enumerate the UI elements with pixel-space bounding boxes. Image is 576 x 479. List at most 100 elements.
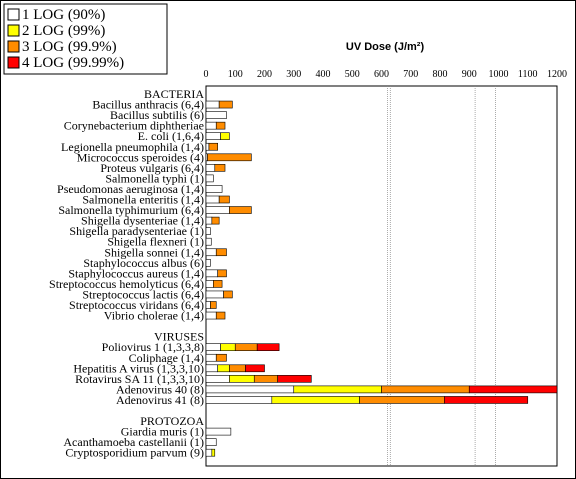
row-label: Acanthamoeba castellanii (1) — [63, 435, 204, 449]
bar-segment — [215, 121, 226, 130]
row-label: Shigella sonnei (1,4) — [104, 245, 204, 259]
row-label: Shigella dysenteriae (1,4) — [81, 214, 204, 228]
bar-segment — [245, 364, 265, 373]
bar-segment — [205, 142, 210, 151]
x-axis-title: UV Dose (J/m²) — [346, 41, 425, 53]
bar-segment — [205, 258, 211, 267]
x-tick-label: 1200 — [547, 69, 567, 80]
bar-segment — [205, 301, 211, 309]
bar-segment — [205, 427, 232, 436]
row-label: Adenovirus 41 (8) — [116, 393, 204, 407]
row-label: Shigella flexneri (1) — [107, 235, 204, 249]
group-header: BACTERIA — [144, 87, 204, 101]
x-tick-label: 900 — [462, 69, 477, 80]
bar-segment — [205, 164, 216, 172]
bar-segment — [229, 206, 252, 214]
bar-segment — [211, 448, 216, 457]
x-tick-label: 700 — [403, 69, 418, 80]
bar-segment — [205, 237, 212, 246]
row-label: Vibrio cholerae (1,4) — [104, 309, 204, 323]
x-tick-label: 0 — [204, 69, 209, 80]
bar-segment — [218, 195, 230, 204]
x-axis-ticks: 0 100 200 300 400 500 600 700 800 900 1000 1100 1200 — [204, 69, 568, 80]
bar-segment — [205, 111, 227, 119]
bar-segment — [234, 343, 258, 352]
legend-label: 4 LOG (99.99%) — [22, 55, 124, 71]
bar-segment — [205, 375, 230, 383]
bar-segment — [215, 353, 227, 362]
bar-segment — [277, 375, 312, 383]
x-tick-label: 400 — [316, 69, 331, 80]
bar-segment — [205, 185, 223, 193]
bar-segment — [217, 269, 227, 278]
bar-segment — [207, 153, 252, 162]
row-label: Hepatitis A virus (1,3,3,10) — [73, 361, 204, 375]
row-label: Staphylococcus albus (6) — [83, 256, 204, 270]
row-label: Legionella pneumophila (1,4) — [61, 140, 204, 154]
bar-segment — [293, 385, 382, 394]
legend-box — [3, 3, 168, 75]
row-label: Salmonella enteritis (1,4) — [82, 193, 204, 207]
bar-segment — [220, 343, 236, 352]
bar-segment — [213, 280, 223, 288]
row-label: Streptococcus viridans (6,4) — [69, 298, 204, 312]
legend: 1 LOG (90%)2 LOG (99%)3 LOG (99.9%)4 LOG… — [3, 3, 168, 75]
row-label: Bacillus anthracis (6,4) — [92, 98, 204, 112]
bar-segment — [223, 290, 233, 299]
bar-segment — [444, 396, 529, 404]
bar-segment — [253, 375, 278, 383]
row-label: Staphylococcus aureus (1,4) — [68, 266, 204, 280]
row-label: Salmonella typhi (1) — [105, 171, 204, 185]
row-label: Streptococcus hemolyticus (6,4) — [49, 277, 204, 291]
x-tick-label: 200 — [257, 69, 272, 80]
row-label: E. coli (1,6,4) — [138, 129, 204, 143]
legend-label: 1 LOG (90%) — [22, 7, 105, 23]
bar-segment — [205, 311, 217, 320]
row-label: Poliovirus 1 (1,3,3,8) — [102, 340, 204, 354]
bar-segment — [215, 311, 226, 320]
row-label: Micrococcus speroides (4) — [77, 150, 204, 164]
row-label: Salmonella typhimurium (6,4) — [58, 203, 204, 217]
x-tick-label: 1100 — [518, 69, 538, 80]
bar-segment — [205, 174, 214, 183]
legend-label: 3 LOG (99.9%) — [22, 39, 117, 55]
bar-segment — [205, 448, 213, 457]
bar-segment — [381, 385, 470, 394]
bar-segment — [205, 269, 218, 278]
bar-segment — [211, 216, 220, 225]
row-label: Pseudomonas aeruginosa (1,4) — [57, 182, 204, 196]
row-label: Adenovirus 40 (8) — [116, 382, 204, 396]
bar-segment — [214, 164, 226, 172]
group-header: VIRUSES — [154, 330, 204, 344]
legend-swatch — [7, 8, 20, 21]
legend-swatch — [7, 24, 20, 37]
bar-segment — [205, 385, 295, 394]
row-label: Cryptosporidium parvum (9) — [65, 446, 204, 460]
legend-swatch — [7, 40, 20, 53]
bar-segment — [215, 248, 227, 257]
x-tick-label: 500 — [345, 69, 360, 80]
row-label: Rotavirus SA 11 (1,3,3,10) — [75, 372, 204, 386]
row-label: Bacillus subtilis (6) — [110, 108, 204, 122]
bar-segment — [468, 385, 558, 394]
bar-segment — [205, 438, 217, 446]
legend-swatch — [7, 56, 20, 69]
x-tick-label: 800 — [433, 69, 448, 80]
x-tick-label: 600 — [374, 69, 389, 80]
row-label: Streptococcus lactis (6,4) — [82, 287, 204, 301]
bar-segment — [208, 142, 219, 151]
bar-segment — [205, 216, 213, 225]
bar-segment — [217, 364, 230, 373]
bar-segment — [220, 132, 230, 140]
row-label: Corynebacterium diphtheriae — [64, 119, 204, 133]
bar-segment — [205, 396, 273, 404]
bar-segment — [205, 248, 217, 257]
bar-segment — [271, 396, 360, 404]
bar-segment — [205, 195, 220, 204]
bar-segment — [229, 375, 255, 383]
bar-segment — [205, 290, 224, 299]
bar-segment — [205, 343, 221, 352]
bar-segment — [205, 206, 230, 214]
